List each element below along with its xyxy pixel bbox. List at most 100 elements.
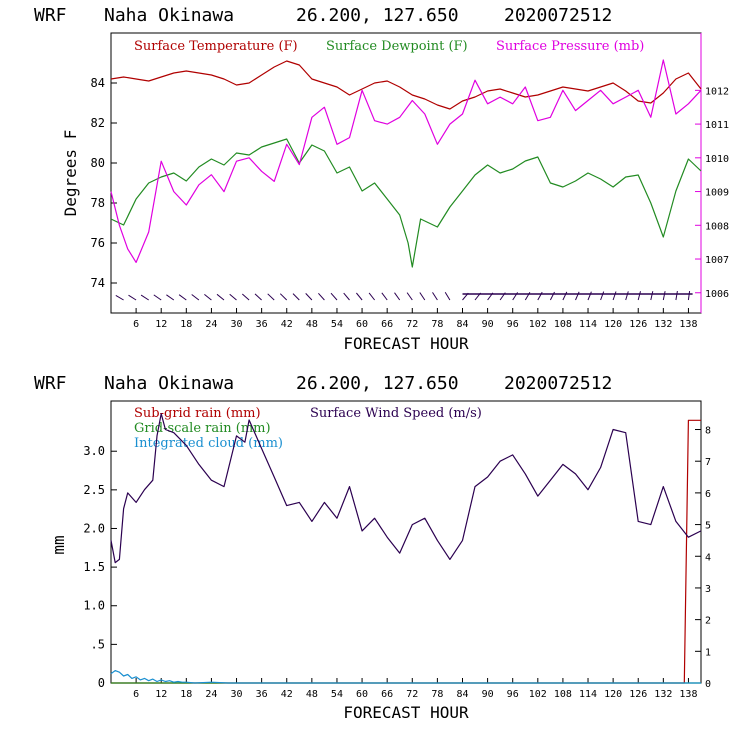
bottom-x-ticks: 6 12 18 24 30 36 42 48 54 60 66 72 78 84 90 96 102 108 114… <box>133 678 697 700</box>
top-x-tick-label: 126 <box>629 319 647 330</box>
wind-barb <box>625 291 629 301</box>
wind-barb <box>687 291 691 301</box>
top-x-tick-label: 18 <box>180 319 192 330</box>
top-x-axis-label: FORECAST HOUR <box>343 334 469 353</box>
wind-barb <box>587 291 592 301</box>
top-x-tick-label: 48 <box>306 319 318 330</box>
bottom-y-tick-label: 1.5 <box>83 560 105 574</box>
wind-barb <box>292 293 300 301</box>
top-y-tick-label: 78 <box>91 196 105 210</box>
top-plot-frame <box>110 32 702 314</box>
wind-barb <box>662 291 666 301</box>
top-y2-tick-label: 1007 <box>705 255 729 266</box>
top-x-tick-label: 36 <box>256 319 268 330</box>
wind-barb <box>178 294 187 301</box>
top-x-tick-label: 54 <box>331 319 343 330</box>
bottom-y2-tick-label: 6 <box>705 489 711 500</box>
top-x-tick-label: 132 <box>654 319 672 330</box>
bottom-x-tick-label: 96 <box>507 689 519 700</box>
bottom-y-tick-label: 2.5 <box>83 483 105 497</box>
wind-barb <box>650 291 654 301</box>
bottom-legend-wind: Surface Wind Speed (m/s) <box>310 406 482 421</box>
top-header-location: Naha Okinawa <box>104 5 234 26</box>
wind-barb <box>394 292 401 301</box>
wind-barb <box>153 294 162 301</box>
bottom-legend-gridscale: Grid-scale rain (mm) <box>134 421 271 436</box>
bottom-x-tick-label: 108 <box>554 689 572 700</box>
top-header-coords: 26.200, 127.650 <box>296 5 459 26</box>
bottom-x-tick-label: 114 <box>579 689 597 700</box>
wind-barb <box>191 294 200 301</box>
top-legend-dew: Surface Dewpoint (F) <box>326 39 468 54</box>
top-x-tick-label: 72 <box>406 319 418 330</box>
top-x-ticks: 6 12 18 24 30 36 42 48 54 60 66 72 78 84 90 96 102 108 114… <box>133 308 697 330</box>
top-legend-temp: Surface Temperature (F) <box>134 39 298 54</box>
top-x-tick-label: 42 <box>281 319 293 330</box>
wind-barb <box>128 294 137 301</box>
top-y-tick-label: 84 <box>91 76 105 90</box>
bottom-x-tick-label: 78 <box>431 689 443 700</box>
top-x-tick-label: 120 <box>604 319 622 330</box>
bottom-x-tick-label: 84 <box>456 689 468 700</box>
top-x-tick-label: 6 <box>133 319 139 330</box>
bottom-y-tick-label: 2.0 <box>83 521 105 535</box>
bottom-x-tick-label: 126 <box>629 689 647 700</box>
bottom-y-ticks: 0 .5 1.0 1.5 2.0 2.5 3.0 <box>83 444 117 690</box>
bottom-x-tick-label: 12 <box>155 689 167 700</box>
wind-barb <box>305 293 313 301</box>
top-y2-tick-label: 1009 <box>705 188 729 199</box>
bottom-x-tick-label: 102 <box>529 689 547 700</box>
wind-barb <box>204 294 212 301</box>
wind-barbs <box>115 291 693 301</box>
top-y-tick-label: 82 <box>91 116 105 130</box>
bottom-y2-tick-label: 0 <box>705 679 711 690</box>
bottom-x-tick-label: 138 <box>679 689 697 700</box>
wind-barb <box>216 293 225 301</box>
top-y-ticks: 74 76 78 80 82 84 <box>91 76 117 290</box>
top-y-axis-label: Degrees F <box>61 130 80 217</box>
bottom-y-tick-label: 3.0 <box>83 444 105 458</box>
top-y-tick-label: 80 <box>91 156 105 170</box>
wind-barb <box>343 292 350 301</box>
wind-barb <box>381 292 388 301</box>
top-header-model: WRF <box>34 5 67 26</box>
wind-barb <box>356 292 363 301</box>
bottom-x-tick-label: 30 <box>231 689 243 700</box>
bottom-x-tick-label: 132 <box>654 689 672 700</box>
bottom-header-model: WRF <box>34 373 67 394</box>
top-x-tick-label: 30 <box>231 319 243 330</box>
bottom-x-tick-label: 72 <box>406 689 418 700</box>
bottom-y-tick-label: .5 <box>91 637 105 651</box>
top-series-surface-pressure-mb-line <box>110 59 702 263</box>
top-series-surface-temperature-f-line <box>110 60 702 110</box>
wind-barb <box>637 291 641 301</box>
top-x-tick-label: 84 <box>456 319 468 330</box>
bottom-x-tick-label: 60 <box>356 689 368 700</box>
top-y2-tick-label: 1008 <box>705 221 729 232</box>
bottom-y2-tick-label: 8 <box>705 426 711 437</box>
bottom-y2-tick-label: 5 <box>705 521 711 532</box>
bottom-y2-tick-label: 4 <box>705 552 711 563</box>
top-x-tick-label: 114 <box>579 319 597 330</box>
top-x-tick-label: 12 <box>155 319 167 330</box>
bottom-x-tick-label: 6 <box>133 689 139 700</box>
bottom-legend-subgrid: Sub-grid rain (mm) <box>134 406 261 421</box>
top-x-tick-label: 102 <box>529 319 547 330</box>
wind-barb <box>562 291 568 301</box>
top-x-tick-label: 108 <box>554 319 572 330</box>
bottom-y2-tick-label: 3 <box>705 584 711 595</box>
wind-barb <box>419 292 426 301</box>
wind-barb <box>575 291 580 301</box>
bottom-x-tick-label: 36 <box>256 689 268 700</box>
wind-barb <box>166 294 175 301</box>
wind-barb <box>330 292 338 301</box>
bottom-series-sub-grid-rain-mm-line <box>111 419 701 684</box>
top-y2-ticks: 1006 1007 1008 1009 1010 1011 1012 <box>695 86 729 300</box>
top-y2-tick-label: 1006 <box>705 289 729 300</box>
bottom-y2-ticks: 0 1 2 3 4 5 6 7 8 <box>695 426 711 690</box>
top-x-tick-label: 24 <box>205 319 217 330</box>
top-y2-tick-label: 1012 <box>705 86 729 97</box>
top-panel: WRF Naha Okinawa 26.200, 127.650 2020072… <box>34 5 729 353</box>
wind-barb <box>549 291 555 301</box>
